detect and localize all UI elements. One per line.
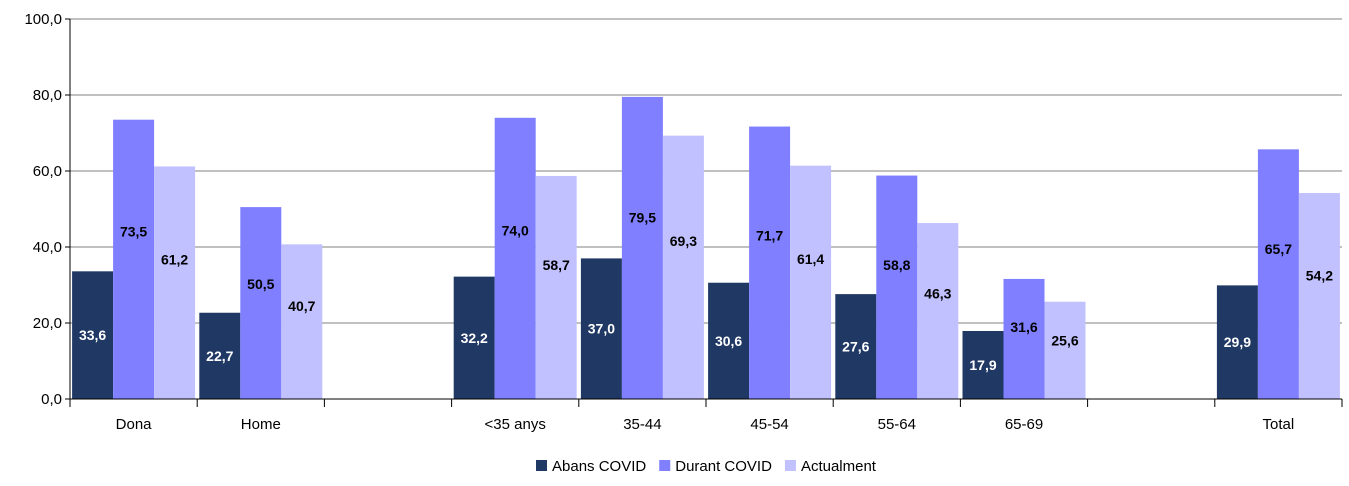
bar xyxy=(962,330,1004,399)
bar xyxy=(535,175,577,399)
data-label: 79,5 xyxy=(629,210,656,226)
x-tick-label: 35-44 xyxy=(623,416,661,433)
data-label: 17,9 xyxy=(969,357,996,373)
data-label: 46,3 xyxy=(924,285,951,301)
x-tick-label: 55-64 xyxy=(878,416,916,433)
x-axis: Dona Home <35 anys 35-44 45-54 55-64 65-69 Tota… xyxy=(69,398,1343,433)
x-tick-label: 65-69 xyxy=(1005,416,1043,433)
data-label: 69,3 xyxy=(670,233,697,249)
legend-swatch xyxy=(659,460,671,471)
bar xyxy=(1044,301,1086,399)
bar xyxy=(621,96,663,400)
x-tick-label: <35 anys xyxy=(485,416,546,433)
y-tick-label: 80,0 xyxy=(33,87,62,104)
x-tick-label: 45-54 xyxy=(750,416,788,433)
data-label: 22,7 xyxy=(206,348,233,364)
bar xyxy=(199,312,241,399)
bar xyxy=(790,165,832,399)
y-tick-label: 0,0 xyxy=(41,391,62,408)
data-label: 33,6 xyxy=(79,327,106,343)
legend-label: Abans COVID xyxy=(552,458,646,475)
bars xyxy=(72,96,1340,400)
data-label: 50,5 xyxy=(247,276,274,292)
data-label: 30,6 xyxy=(715,333,742,349)
bar xyxy=(281,244,323,399)
bar xyxy=(708,282,750,399)
data-label: 71,7 xyxy=(756,228,783,244)
x-tick-label: Total xyxy=(1263,416,1295,433)
data-labels: 33,6 73,5 61,2 22,7 50,5 40,7 32,2 74,0 58,7 37,0… xyxy=(79,210,1333,373)
legend-swatch xyxy=(784,460,796,471)
y-tick-label: 20,0 xyxy=(33,315,62,332)
bar xyxy=(1003,278,1045,399)
x-tick-label: Home xyxy=(241,416,281,433)
data-label: 58,7 xyxy=(543,257,570,273)
x-tick-label: Dona xyxy=(116,416,153,433)
bar xyxy=(1257,149,1299,399)
bar xyxy=(876,175,918,399)
bar xyxy=(1216,285,1258,399)
data-label: 25,6 xyxy=(1051,333,1078,349)
y-tick-label: 100,0 xyxy=(24,11,62,28)
legend-swatch xyxy=(536,460,548,471)
data-label: 27,6 xyxy=(842,339,869,355)
bar xyxy=(917,223,959,399)
bar xyxy=(1298,193,1340,399)
y-tick-label: 40,0 xyxy=(33,239,62,256)
data-label: 31,6 xyxy=(1010,319,1037,335)
bar xyxy=(72,271,114,399)
data-label: 54,2 xyxy=(1306,267,1333,283)
data-label: 58,8 xyxy=(883,257,910,273)
data-label: 29,9 xyxy=(1224,334,1251,350)
bar xyxy=(749,126,791,399)
y-axis: 0,0 20,0 40,0 60,0 80,0 100,0 xyxy=(24,11,71,408)
bar xyxy=(113,119,155,399)
data-label: 65,7 xyxy=(1265,241,1292,257)
bar xyxy=(662,135,704,399)
legend-label: Durant COVID xyxy=(675,458,772,475)
bar xyxy=(835,294,877,399)
data-label: 61,2 xyxy=(161,251,188,267)
bar xyxy=(240,207,282,399)
legend: Abans COVID Durant COVID Actualment xyxy=(536,458,877,475)
bar xyxy=(154,166,196,399)
legend-label: Actualment xyxy=(801,458,877,475)
data-label: 37,0 xyxy=(588,321,615,337)
data-label: 32,2 xyxy=(461,330,488,346)
data-label: 73,5 xyxy=(120,223,147,239)
y-tick-label: 60,0 xyxy=(33,163,62,180)
data-label: 40,7 xyxy=(288,298,315,314)
data-label: 61,4 xyxy=(797,251,824,267)
data-label: 74,0 xyxy=(502,222,529,238)
bar xyxy=(494,117,536,400)
bar xyxy=(580,258,622,399)
bar xyxy=(453,276,495,399)
